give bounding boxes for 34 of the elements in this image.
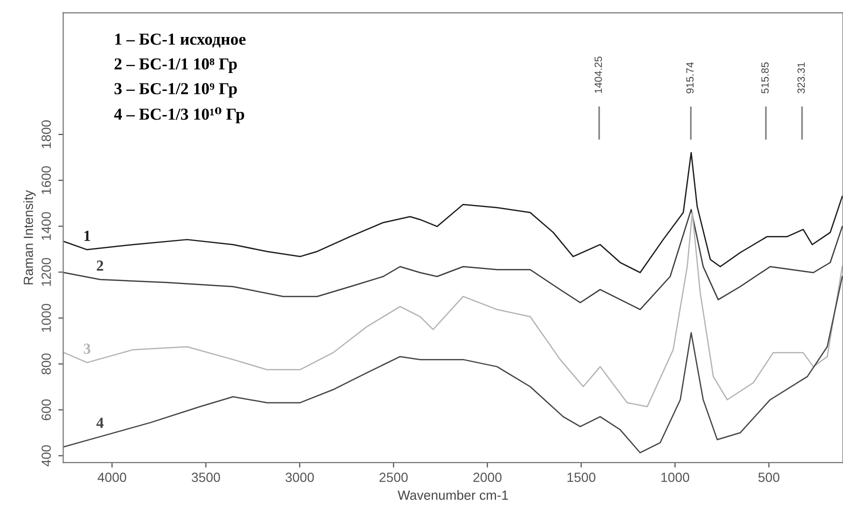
x-tick-label: 1500 <box>568 472 596 482</box>
series-label: 2 <box>96 260 104 271</box>
ref-line-label: 1404.25 <box>594 56 602 94</box>
x-tick-label: 3500 <box>192 472 220 482</box>
x-tick-label: 1000 <box>661 472 690 482</box>
annotation: 3 – БС-1/2 10⁹ Гр <box>114 83 237 98</box>
y-tick-label: 400 <box>42 445 51 466</box>
y-tick-label: 800 <box>42 353 51 374</box>
series-label: 3 <box>84 344 90 354</box>
annotation: 4 – БС-1/3 10¹⁰ Гр <box>114 107 244 124</box>
series-label: 4 <box>96 418 104 428</box>
y-tick-label: 600 <box>42 399 51 420</box>
line-series <box>64 276 843 454</box>
ref-line-label: 323.31 <box>797 62 805 94</box>
x-tick-label: 500 <box>758 472 780 482</box>
x-tick-label: 4000 <box>98 472 126 482</box>
y-tick-label: 1000 <box>42 304 51 332</box>
y-tick-label: 1600 <box>42 166 51 194</box>
line-series <box>64 152 843 274</box>
annotation: 1 – БС-1 исходное <box>115 34 246 48</box>
y-tick-label: 1400 <box>42 212 51 240</box>
line-series <box>64 212 843 408</box>
x-tick-label: 2000 <box>473 472 502 482</box>
line-series <box>64 208 843 310</box>
annotation: 2 – БС-1/1 10⁸ Гр <box>114 58 237 73</box>
x-tick-label: 3000 <box>286 472 314 482</box>
ref-line-label: 515.85 <box>761 62 769 94</box>
series-label: 1 <box>84 230 90 241</box>
x-tick-label: 2500 <box>380 472 408 482</box>
y-tick-label: 1800 <box>42 120 51 148</box>
y-axis-title: Raman Intensity <box>23 190 36 284</box>
x-axis-title: Wavenumber cm-1 <box>398 490 508 500</box>
ref-line-label: 915.74 <box>686 62 694 94</box>
y-tick-label: 1200 <box>42 258 51 286</box>
